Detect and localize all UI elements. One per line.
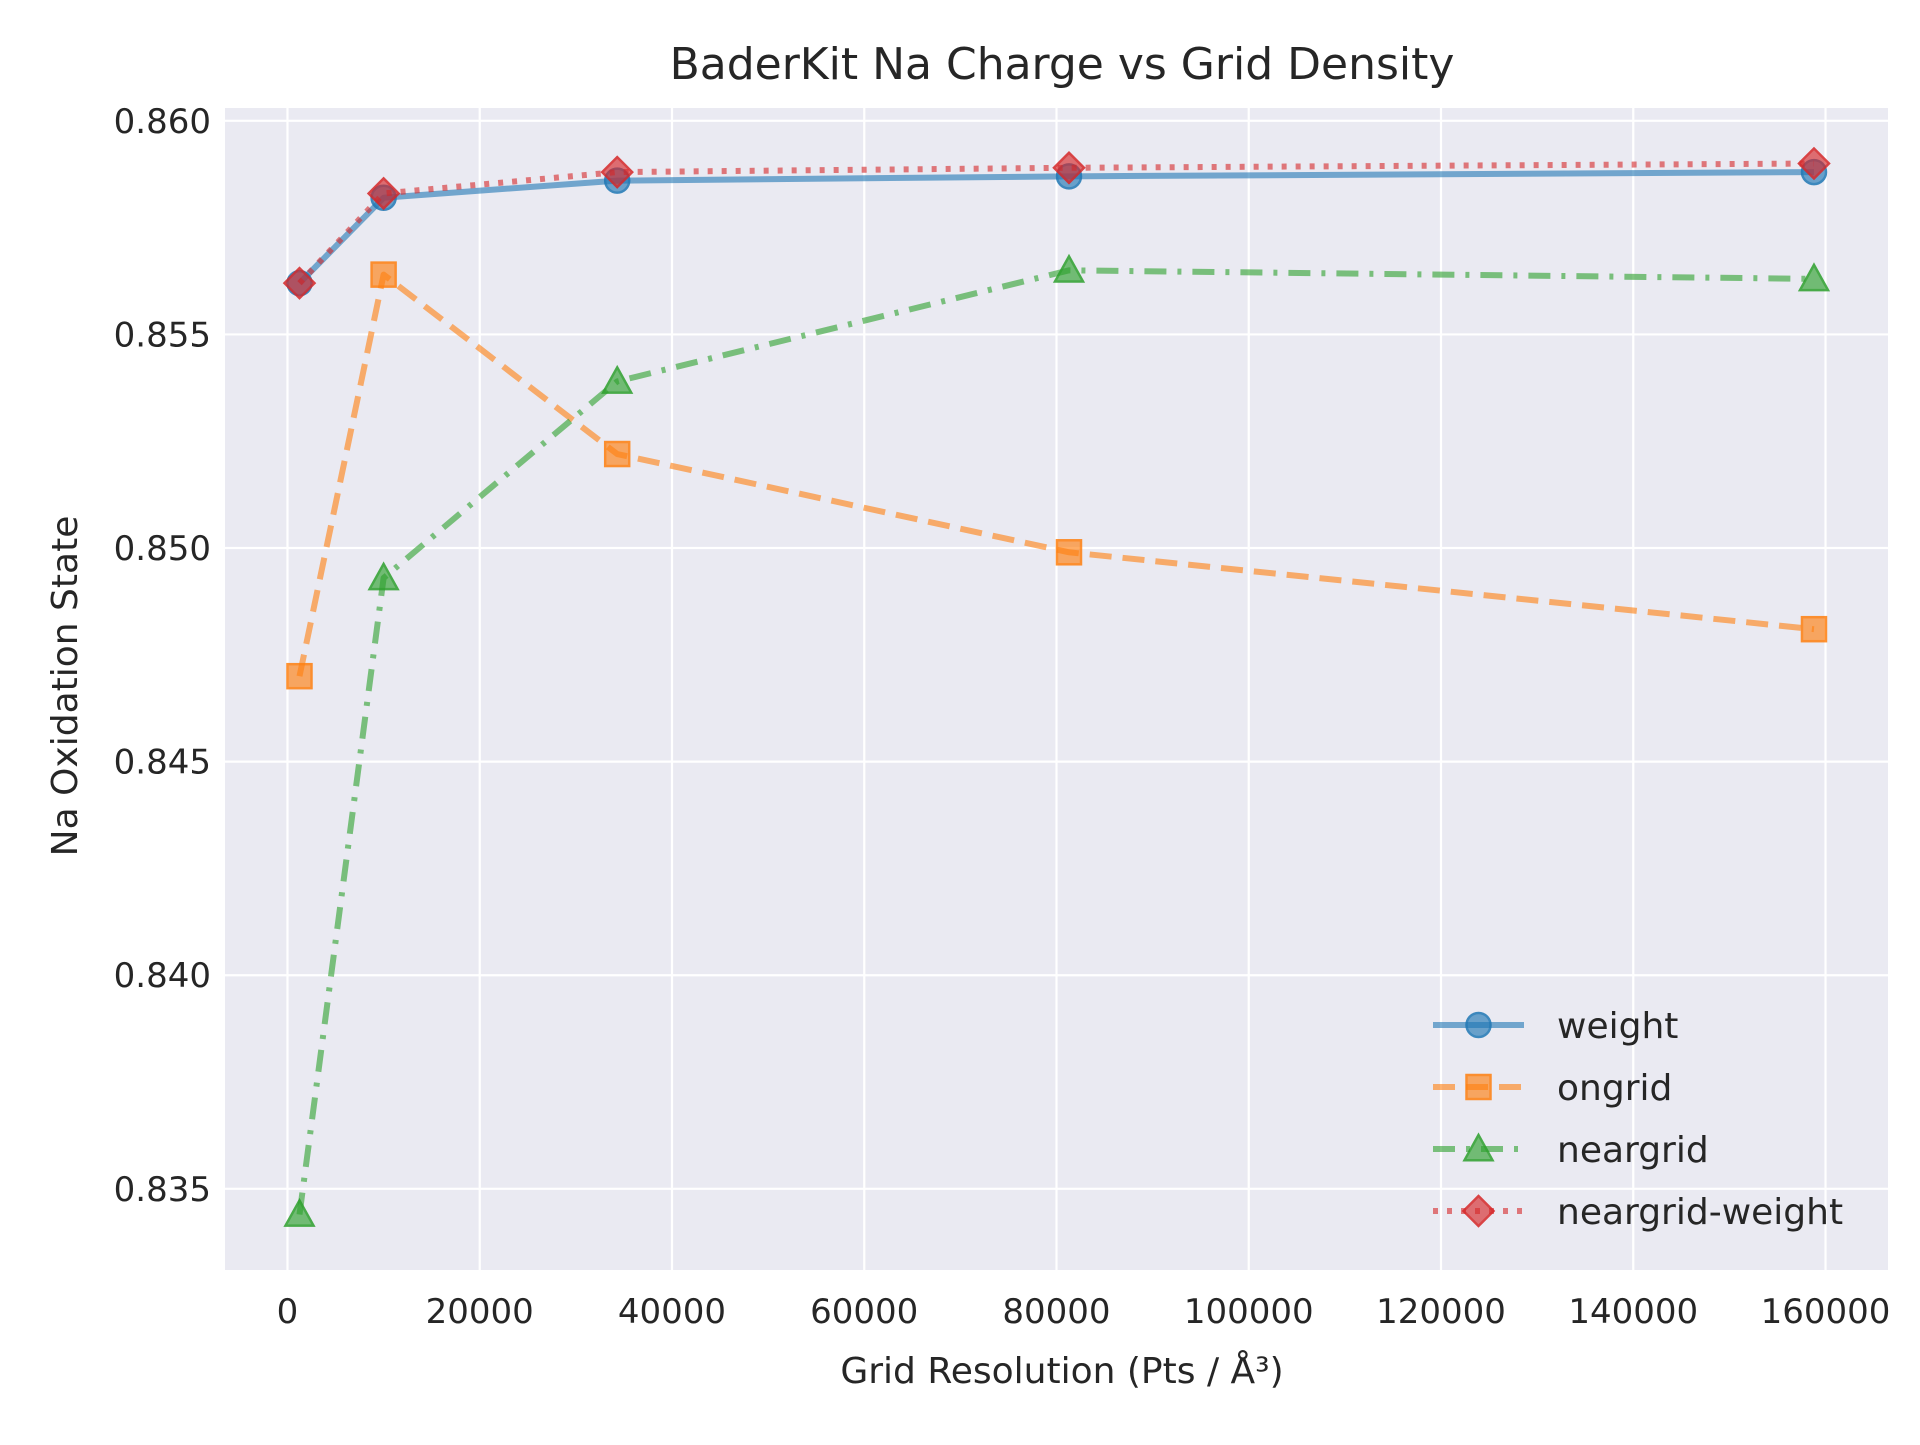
legend-label: neargrid <box>1557 1130 1709 1171</box>
diamond-marker <box>1797 146 1831 181</box>
x-axis-title: Grid Resolution (Pts / Å³) <box>840 1349 1283 1392</box>
square-marker <box>370 261 397 288</box>
triangle-marker <box>601 364 634 394</box>
y-tick-label: 0.855 <box>114 315 211 355</box>
x-tick-label: 40000 <box>618 1292 726 1332</box>
series-ongrid <box>286 261 1828 690</box>
square-marker <box>286 662 313 690</box>
y-tick-label: 0.845 <box>114 743 211 783</box>
legend-label: neargrid-weight <box>1557 1192 1843 1233</box>
x-tick-label: 120000 <box>1376 1292 1506 1332</box>
triangle-marker <box>1052 253 1086 283</box>
diamond-marker <box>600 155 634 189</box>
legend-item: neargrid-weight <box>1433 1192 1843 1233</box>
legend-label: ongrid <box>1557 1068 1672 1109</box>
x-tick-label: 100000 <box>1184 1292 1314 1332</box>
triangle-marker <box>283 1197 316 1227</box>
x-tick-label: 0 <box>277 1292 299 1332</box>
diamond-marker <box>366 176 401 211</box>
y-tick-label: 0.850 <box>114 529 211 569</box>
diamond-marker <box>282 266 317 300</box>
triangle-marker <box>1797 262 1831 292</box>
triangle-marker <box>1462 1132 1495 1162</box>
legend-label: weight <box>1557 1006 1678 1047</box>
square-marker <box>1055 539 1083 566</box>
circle-marker <box>1465 1011 1492 1039</box>
y-tick-label: 0.835 <box>114 1170 211 1210</box>
x-tick-label: 60000 <box>810 1292 918 1332</box>
legend-item: ongrid <box>1433 1068 1672 1109</box>
y-axis-title: Na Oxidation State <box>45 516 86 857</box>
x-tick-label: 140000 <box>1568 1292 1698 1332</box>
x-tick-label: 160000 <box>1761 1292 1891 1332</box>
series-neargrid <box>283 253 1831 1227</box>
square-marker <box>1800 615 1828 643</box>
square-marker <box>1465 1073 1492 1101</box>
triangle-marker <box>367 561 400 591</box>
x-tick-label: 80000 <box>1002 1292 1110 1332</box>
y-tick-label: 0.860 <box>114 102 211 142</box>
diamond-marker <box>1052 151 1086 185</box>
y-tick-label: 0.840 <box>114 956 211 996</box>
legend-item: weight <box>1433 1006 1678 1047</box>
chart-title: BaderKit Na Charge vs Grid Density <box>670 39 1455 90</box>
series-neargrid-weight <box>282 146 1831 300</box>
legend: weight ongrid neargrid neargrid-weight <box>1433 1006 1843 1233</box>
legend-item: neargrid <box>1433 1130 1709 1171</box>
x-tick-label: 20000 <box>426 1292 534 1332</box>
square-marker <box>603 440 631 468</box>
diamond-marker <box>1461 1194 1496 1228</box>
